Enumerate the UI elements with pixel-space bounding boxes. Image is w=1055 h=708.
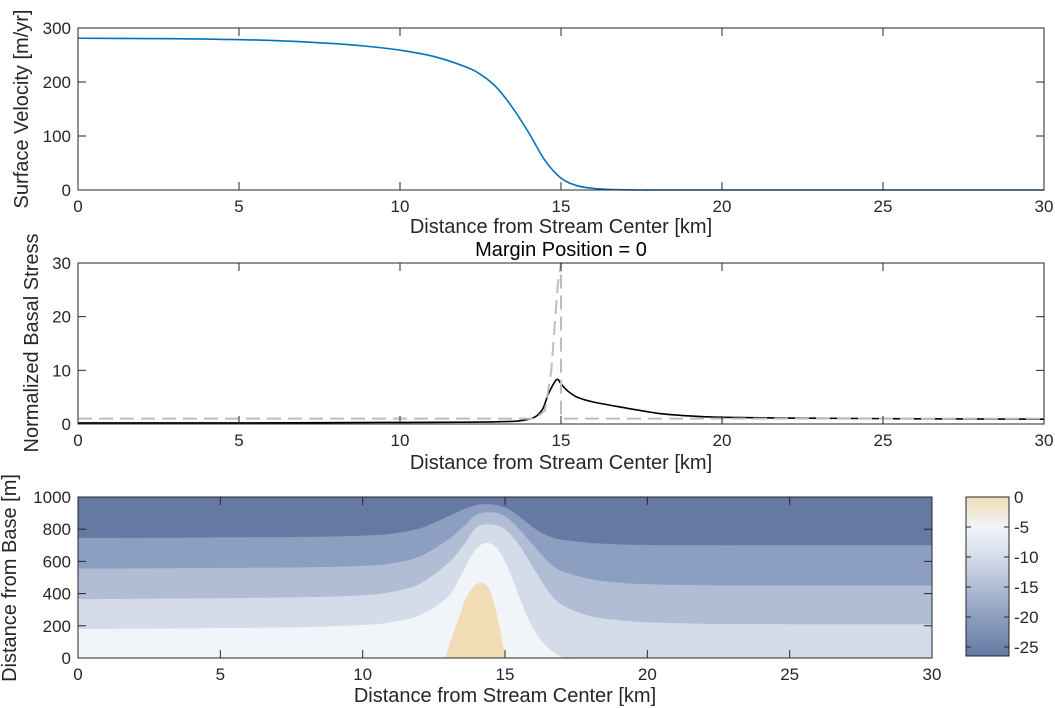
velocity-x-tick-label: 5 (234, 197, 243, 216)
stress-x-label: Distance from Stream Center [km] (410, 452, 712, 474)
contour-band-1 (78, 542, 932, 660)
stress-x-tick-label: 5 (234, 431, 243, 450)
stress-x-tick-label: 25 (874, 431, 893, 450)
contour-y-tick-label: 1000 (33, 488, 71, 507)
colorbar-tick-label: -20 (1014, 608, 1039, 627)
velocity-plot-area (77, 37, 1044, 191)
stress-y-ticks: 0 10 20 30 (52, 254, 1044, 434)
contour-y-tick-label: 800 (43, 520, 71, 539)
velocity-x-tick-label: 0 (73, 197, 82, 216)
velocity-axes-box (77, 27, 1045, 191)
contour-x-tick-label: 0 (73, 665, 82, 684)
velocity-y-label: Surface Velocity [m/yr] (11, 10, 33, 209)
stress-series-line-0 (77, 378, 1045, 424)
stress-x-tick-label: 20 (713, 431, 732, 450)
velocity-series-line-0 (77, 37, 1044, 191)
contour-x-tick-label: 20 (638, 665, 657, 684)
colorbar-tick-label: -10 (1014, 548, 1039, 567)
stress-y-tick-label: 0 (62, 415, 71, 434)
stress-panel: 0 5 10 15 20 25 30 0 10 20 30 Margin Position = 0… (21, 234, 1053, 474)
contour-x-tick-label: 30 (923, 665, 942, 684)
contour-x-tick-label: 10 (353, 665, 372, 684)
contour-y-tick-label: 200 (43, 617, 71, 636)
velocity-y-tick-label: 200 (43, 73, 71, 92)
contour-panel: 0 5 10 15 20 25 30 0 200 400 600 800 1000 Distance … (0, 474, 941, 707)
colorbar-tick-label: -5 (1014, 518, 1029, 537)
contour-x-label: Distance from Stream Center [km] (354, 685, 656, 707)
stress-x-ticks: 0 5 10 15 20 25 30 (73, 263, 1053, 450)
colorbar-gradient (966, 497, 1009, 656)
contour-y-tick-label: 0 (62, 649, 71, 668)
velocity-x-tick-label: 30 (1035, 197, 1054, 216)
velocity-panel: 0 5 10 15 20 25 30 0 100 200 300 Distance from St… (11, 10, 1053, 238)
velocity-x-tick-label: 20 (713, 197, 732, 216)
stress-x-tick-label: 0 (73, 431, 82, 450)
contour-y-label: Distance from Base [m] (0, 474, 21, 682)
velocity-x-tick-label: 25 (874, 197, 893, 216)
contour-x-tick-label: 15 (496, 665, 515, 684)
stress-series-line-1 (78, 262, 1044, 420)
velocity-y-tick-label: 100 (43, 127, 71, 146)
contour-y-tick-label: 600 (43, 552, 71, 571)
contour-x-tick-label: 5 (216, 665, 225, 684)
contour-x-ticks: 0 5 10 15 20 25 30 (73, 497, 941, 684)
stress-y-label: Normalized Basal Stress (21, 234, 43, 453)
colorbar-ticks: 0 -5 -10 -15 -20 -25 (966, 488, 1039, 657)
velocity-x-label: Distance from Stream Center [km] (410, 216, 712, 238)
contour-y-tick-label: 400 (43, 585, 71, 604)
contour-y-ticks: 0 200 400 600 800 1000 (33, 488, 932, 668)
velocity-y-tick-label: 300 (43, 19, 71, 38)
contour-band-0 (445, 582, 505, 658)
stress-x-tick-label: 10 (391, 431, 410, 450)
stress-y-tick-label: 10 (52, 361, 71, 380)
velocity-x-tick-label: 15 (552, 197, 571, 216)
velocity-x-ticks: 0 5 10 15 20 25 30 (73, 28, 1053, 216)
stress-y-tick-label: 30 (52, 254, 71, 273)
velocity-y-tick-label: 0 (62, 181, 71, 200)
contour-x-tick-label: 25 (780, 665, 799, 684)
velocity-x-tick-label: 10 (391, 197, 410, 216)
colorbar-tick-label: -15 (1014, 578, 1039, 597)
stress-plot-area (77, 262, 1045, 424)
stress-title: Margin Position = 0 (475, 239, 647, 261)
contour-plot-area (78, 497, 932, 660)
stress-x-tick-label: 15 (552, 431, 571, 450)
colorbar-border (965, 496, 1010, 657)
colorbar-tick-label: 0 (1014, 488, 1023, 507)
stress-x-tick-label: 30 (1035, 431, 1054, 450)
stress-y-tick-label: 20 (52, 308, 71, 327)
colorbar-tick-label: -25 (1014, 638, 1039, 657)
colorbar: 0 -5 -10 -15 -20 -25 (965, 488, 1039, 657)
velocity-y-ticks: 0 100 200 300 (43, 19, 1044, 200)
